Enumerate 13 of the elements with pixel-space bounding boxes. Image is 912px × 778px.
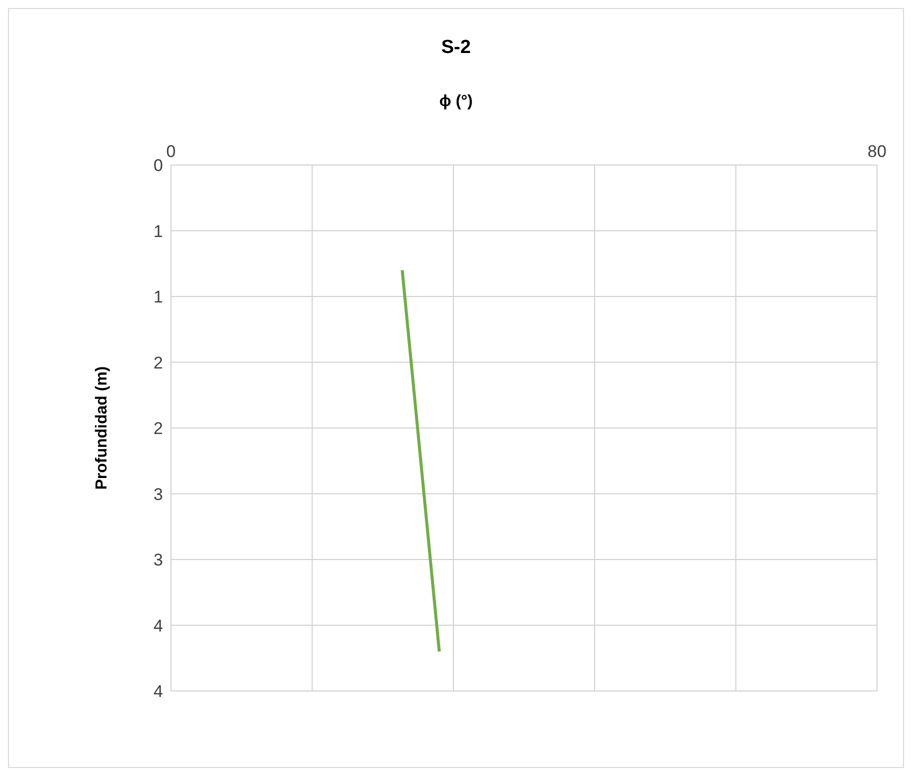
chart-title: S-2 bbox=[440, 37, 472, 59]
y-axis-title: Profundidad (m) bbox=[94, 366, 111, 490]
y-tick-label: 3 bbox=[154, 550, 163, 570]
y-tick-label: 2 bbox=[154, 353, 163, 372]
y-tick-label: 1 bbox=[154, 288, 163, 307]
x-axis-title: ϕ (°) bbox=[438, 93, 474, 111]
y-tick-label: 1 bbox=[154, 222, 163, 241]
x-tick-label: 80 bbox=[868, 142, 886, 161]
y-tick-label: 3 bbox=[154, 484, 163, 504]
y-tick-label: 0 bbox=[154, 156, 163, 176]
y-tick-label: 4 bbox=[154, 616, 163, 636]
y-tick-label: 2 bbox=[154, 419, 163, 438]
y-tick-label: 4 bbox=[154, 682, 163, 702]
